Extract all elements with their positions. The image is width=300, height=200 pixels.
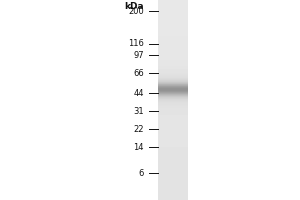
Text: 116: 116 xyxy=(128,40,144,48)
Text: 14: 14 xyxy=(134,142,144,152)
Text: 200: 200 xyxy=(128,6,144,16)
Text: 97: 97 xyxy=(134,50,144,60)
Text: 31: 31 xyxy=(134,107,144,116)
Text: 6: 6 xyxy=(139,168,144,178)
Text: kDa: kDa xyxy=(124,2,144,11)
Text: 44: 44 xyxy=(134,88,144,98)
Text: 66: 66 xyxy=(133,68,144,77)
Text: 22: 22 xyxy=(134,124,144,134)
